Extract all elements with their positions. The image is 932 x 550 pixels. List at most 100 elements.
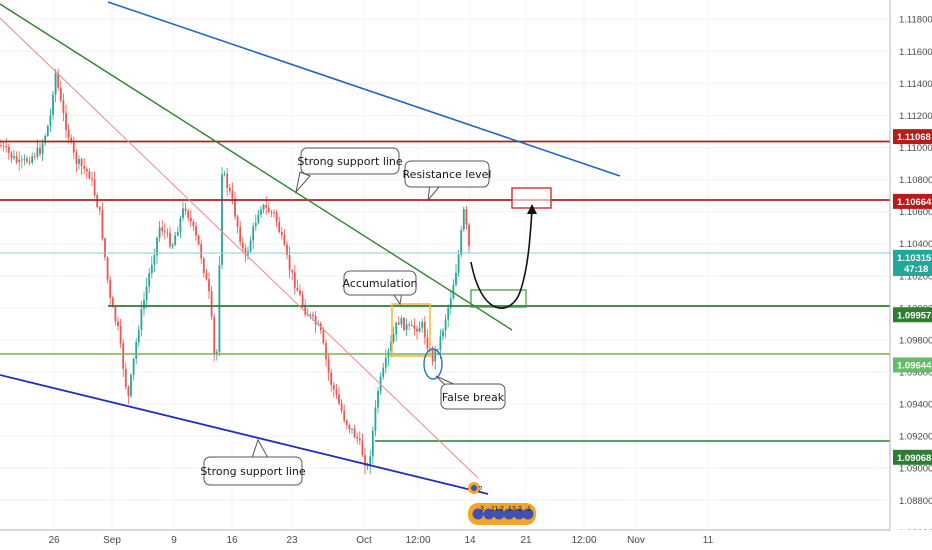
candle-body (462, 209, 465, 230)
candle-body (226, 173, 229, 188)
candle-body (161, 227, 164, 232)
candle-body (395, 322, 398, 335)
candle-body (392, 334, 395, 342)
candle-body (418, 327, 421, 332)
candle-body (150, 264, 153, 274)
candle-body (356, 437, 359, 439)
candle-body (252, 226, 255, 241)
price-level-badge[interactable] (893, 357, 932, 373)
candle-body (57, 73, 60, 88)
candle-body (111, 298, 114, 307)
candle-body (143, 299, 145, 310)
trendline-red-channel[interactable] (0, 17, 479, 479)
candle-body (5, 146, 8, 147)
price-tick-label: 1.09600 (899, 368, 932, 379)
candle-body (275, 212, 278, 222)
time-tick-label: 23 (286, 535, 298, 546)
time-tick-label: 12:00 (405, 535, 430, 546)
candle-body (153, 255, 156, 265)
price-level-badge[interactable] (893, 449, 932, 465)
price-level-value: 1.10315 (897, 253, 932, 264)
candle-body (296, 287, 299, 291)
candle-body (119, 326, 122, 344)
trendline-blue-upper[interactable] (107, 1, 621, 177)
candle-body (322, 330, 325, 344)
time-tick-label: 9 (171, 535, 177, 546)
candle-body (70, 137, 73, 141)
candle-body (163, 231, 166, 233)
candle-body (423, 321, 426, 338)
event-badge-count: 11 (491, 506, 498, 513)
candle-body (338, 394, 340, 404)
candle-body (127, 386, 130, 396)
price-tick-label: 1.11000 (899, 143, 932, 154)
price-level-badge[interactable] (893, 129, 932, 145)
candle-body (98, 207, 101, 211)
event-badge-count: 13 (508, 506, 516, 513)
price-tick-label: 1.10600 (899, 207, 932, 218)
candle-body (39, 147, 41, 154)
candle-body (283, 234, 286, 245)
time-tick-label: Nov (627, 535, 645, 546)
candle-body (202, 258, 205, 274)
candle-body (18, 159, 21, 163)
price-level-badge[interactable] (893, 307, 932, 323)
callout-accumulation[interactable]: Accumulation (343, 270, 418, 306)
callout-strong-support-top[interactable]: Strong support line (295, 147, 403, 194)
candle-body (306, 314, 309, 316)
event-badge-count: 2 (500, 506, 504, 513)
event-badge-count: 2 (518, 506, 522, 513)
candle-body (400, 318, 403, 325)
trendline-blue-lower[interactable] (0, 374, 489, 495)
candle-body (228, 187, 231, 192)
candle-body (0, 145, 2, 146)
candle-body (382, 367, 385, 377)
event-badge-icon (522, 508, 534, 520)
target-zone-green[interactable] (470, 289, 527, 308)
candle-body (26, 158, 28, 162)
candle-body (304, 304, 307, 315)
time-axis-ticks: 26 Sep 9 16 23 Oct 12:00 14 21 12:00 Nov 11 (48, 535, 713, 546)
event-badge-count: 3 (480, 506, 484, 513)
candle-body (270, 212, 273, 213)
candle-body (132, 358, 135, 375)
event-badge-icon (483, 508, 495, 520)
candle-body (23, 158, 26, 160)
candle-body (239, 226, 242, 243)
candle-body (52, 94, 54, 116)
price-level-badge[interactable] (893, 193, 932, 209)
candle-body (327, 359, 330, 373)
event-badge-icon (493, 508, 505, 520)
horizontal-levels (0, 140, 890, 442)
accumulation-zone[interactable] (391, 303, 431, 357)
trendline-green[interactable] (0, 3, 513, 331)
candle-body (286, 244, 288, 255)
candle-body (384, 357, 387, 368)
callout-false-break[interactable]: False break (435, 375, 506, 410)
callout-strong-support-bottom[interactable]: Strong support line (200, 438, 306, 486)
event-badge-count: 1 (527, 506, 531, 513)
candle-body (468, 224, 470, 246)
false-break-ellipse[interactable] (423, 348, 443, 380)
trend-lines (0, 1, 621, 495)
candle-body (288, 254, 291, 271)
candle-body (273, 212, 275, 214)
event-badges[interactable]: 2 3 11 2 13 2 1 (468, 482, 536, 525)
callout-label: Strong support line (297, 155, 403, 168)
time-axis[interactable]: 26 Sep 9 16 23 Oct 12:00 14 21 12:00 Nov 11 (0, 529, 932, 550)
candle-body (330, 372, 333, 385)
candle-body (166, 232, 169, 234)
candle-body (312, 314, 314, 317)
candle-body (101, 210, 104, 239)
time-tick-label: 12:00 (571, 535, 596, 546)
price-tick-label: 1.11800 (899, 15, 932, 26)
event-badge-icon (513, 508, 525, 520)
price-tick-label: 1.09200 (899, 432, 932, 443)
price-axis[interactable]: 1.11800 1.11600 1.11400 1.11200 1.11000 1.108… (889, 0, 932, 550)
callout-resistance-level[interactable]: Resistance level (403, 160, 492, 202)
candle-body (176, 231, 179, 236)
projected-path-arrow[interactable] (470, 209, 533, 309)
candle-body (369, 456, 372, 467)
candle-body (278, 221, 281, 233)
